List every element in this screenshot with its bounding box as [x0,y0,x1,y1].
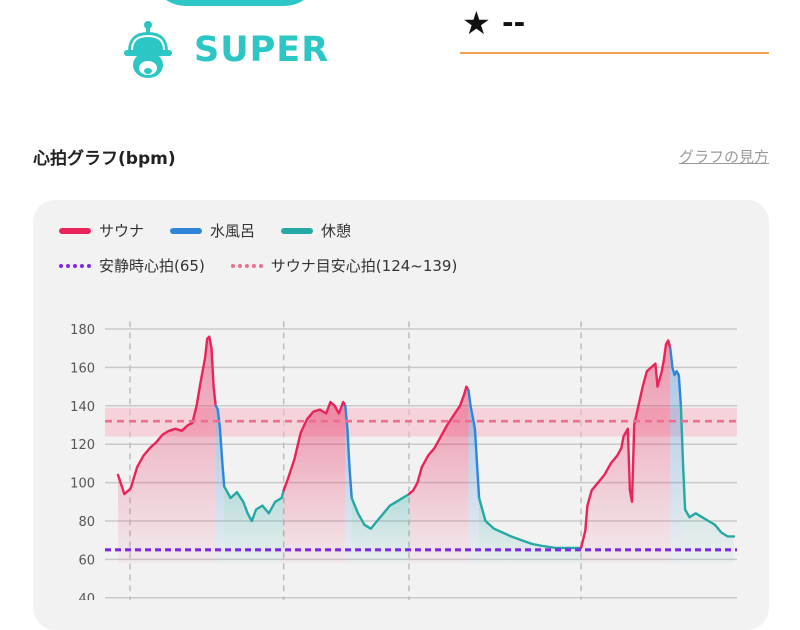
line-cold_bath-1 [214,404,226,488]
legend-cold-bath: 水風呂 [170,220,255,241]
brand-name: SUPER [194,30,330,70]
line-rest-11 [679,404,736,538]
line-cold_bath-4 [344,404,353,500]
cold-bath-swatch [170,227,203,234]
y-tick-label-60: 60 [78,553,95,568]
line-sauna-9 [579,339,672,550]
legend-sauna-label: サウナ [99,222,145,240]
rest-swatch [281,227,314,234]
line-rest-5 [350,492,411,530]
y-tick-label-160: 160 [70,361,95,376]
heart-rate-graph-title: 心拍グラフ(bpm) [33,149,176,169]
legend-rest: 休憩 [281,220,351,241]
header-arc [150,0,320,6]
rating-value: -- [502,6,526,39]
graph-help-link[interactable]: グラフの見方 [678,148,769,166]
line-sauna-6 [407,385,470,496]
legend-resting-hr: 安静時心拍(65) [59,255,205,276]
sauna-hat-mascot-icon [124,21,172,78]
line-rest-2 [223,485,285,523]
area-sauna-6 [409,386,469,564]
sauna-swatch [59,227,91,234]
area-sauna-9 [581,340,671,564]
legend-cold-bath-label: 水風呂 [210,222,256,240]
area-cold_bath-10 [670,348,681,564]
area-rest-11 [680,405,734,564]
area-rest-8 [479,498,582,564]
legend-reference-lines: 安静時心拍(65) サウナ目安心拍(124~139) [59,255,483,276]
area-cold_bath-4 [345,405,352,564]
line-sauna-3 [282,400,347,492]
line-rest-8 [477,496,583,550]
y-tick-label-40: 40 [78,592,95,600]
legend-resting-hr-label: 安静時心拍(65) [99,257,205,275]
legend-rest-label: 休憩 [321,222,352,240]
y-tick-label-180: 180 [70,323,95,338]
heart-rate-chart: 40 60 80 100 120 140 160 180 [70,321,737,600]
area-sauna-0 [118,336,216,564]
area-cold_bath-1 [215,405,225,564]
legend-sauna-target: サウナ目安心拍(124~139) [230,255,458,276]
legend-sauna: サウナ [59,220,144,241]
line-cold_bath-7 [467,389,481,500]
star-icon: ★ [462,4,491,42]
area-rest-5 [351,494,409,564]
line-sauna-0 [116,335,217,496]
y-tick-label-80: 80 [78,515,95,530]
legend-sauna-target-label: サウナ目安心拍(124~139) [270,257,458,275]
sauna-target-swatch [230,263,263,268]
area-cold_bath-7 [468,390,480,564]
brand: SUPER [122,20,329,80]
resting-hr-swatch [59,263,91,268]
y-tick-label-120: 120 [70,438,95,453]
legend-phases: サウナ 水風呂 休憩 [59,220,377,241]
y-tick-label-100: 100 [70,477,95,492]
area-rest-2 [224,486,284,564]
line-cold_bath-10 [669,347,683,407]
rating-field[interactable]: ★ -- [460,0,769,54]
y-tick-label-140: 140 [70,400,95,415]
